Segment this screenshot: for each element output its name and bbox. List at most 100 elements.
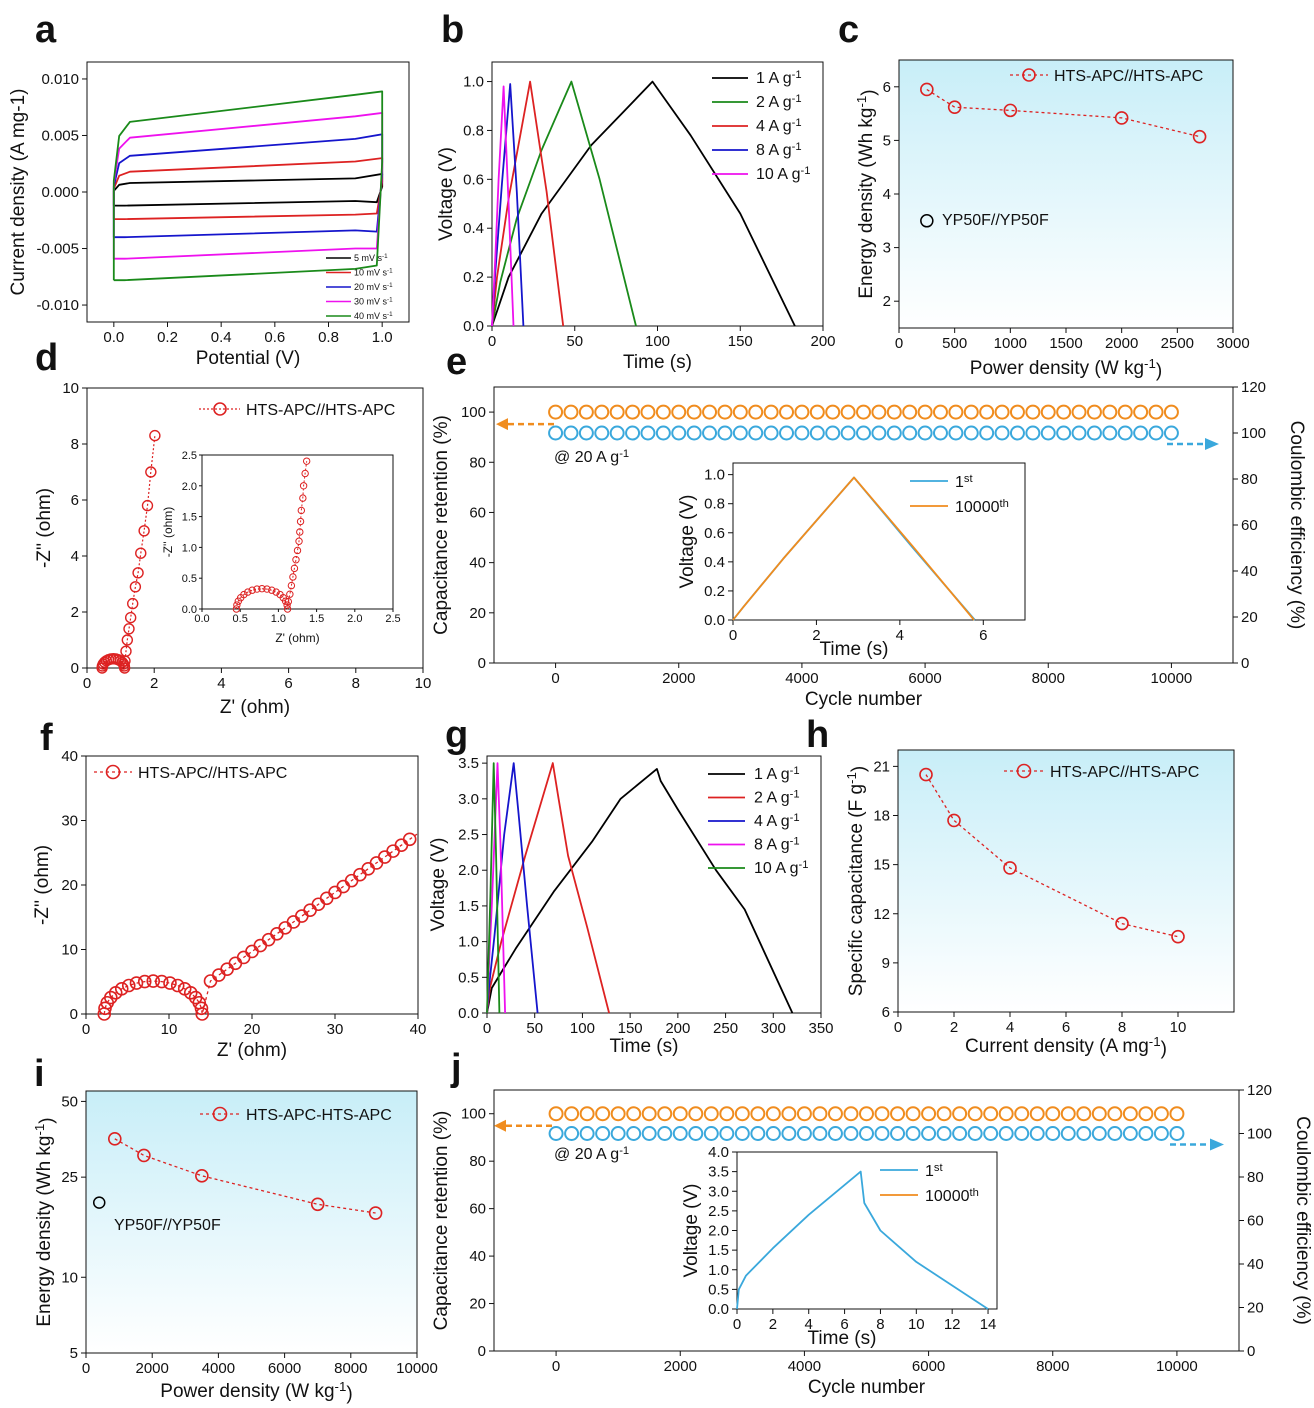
e-inset-legend-label: 1st — [955, 473, 974, 491]
j-data-point-1 — [564, 1126, 580, 1141]
panel-a: 0.0 0.2 0.4 0.6 0.8 1.0 -0.010 -0.005 0.000 0.005… — [8, 61, 410, 369]
j-data-point-1 — [1076, 1126, 1092, 1141]
d-inset-point — [297, 506, 306, 515]
j-inset-ytick-label: 3.5 — [708, 1164, 729, 1181]
a-legend-label-sup: -1 — [387, 268, 393, 275]
j-ytick-label: 0 — [478, 1343, 486, 1360]
h-data-point — [1003, 861, 1017, 875]
h-x-axis-title-tail: ) — [1161, 1039, 1167, 1060]
i-data-point — [137, 1148, 151, 1163]
e-data-point-0 — [686, 404, 702, 420]
d-inset-point — [284, 597, 293, 606]
c-data-point — [947, 100, 962, 114]
j-xtick-label: 6000 — [912, 1358, 945, 1375]
e-data-point-1 — [702, 425, 718, 441]
d-frame — [86, 387, 424, 669]
j-data-point-1 — [626, 1126, 642, 1141]
g-series-1 — [486, 762, 610, 1014]
j-data-point-1 — [952, 1126, 968, 1141]
g-y-axis-title: Voltage (V) — [428, 838, 449, 932]
i-ytick-label: 25 — [61, 1169, 78, 1186]
a-legend-label-text: 20 mV s — [354, 282, 388, 292]
j-data-point-1 — [843, 1126, 859, 1141]
panel-label-f: f — [40, 717, 53, 759]
j-data-point-0 — [626, 1106, 642, 1122]
g-legend-label-text: 2 A g — [754, 790, 790, 807]
e-data-point-1 — [1071, 425, 1087, 441]
g-x-axis-title: Time (s) — [610, 1036, 679, 1057]
e-data-point-0 — [809, 404, 825, 420]
a-legend-label-sup: -1 — [387, 297, 393, 304]
b-legend-label-text: 2 A g — [756, 94, 792, 111]
e-data-point-0 — [1086, 404, 1102, 420]
j-data-point-0 — [564, 1106, 580, 1122]
i-data-point — [195, 1169, 209, 1183]
a-x-axis-title: Potential (V) — [196, 348, 301, 369]
h-xtick-label: 2 — [950, 1019, 958, 1036]
g-legend-label: 8 A g-1 — [754, 835, 800, 853]
g-legend-label-sup: -1 — [790, 765, 800, 777]
f-data-point — [361, 862, 376, 876]
e-data-point-1 — [671, 425, 687, 441]
e-right-ytick-label: 60 — [1241, 517, 1258, 534]
e-right-ytick-label: 40 — [1241, 563, 1258, 580]
g-xtick-label: 0 — [483, 1020, 491, 1037]
d-inset-point — [299, 494, 307, 502]
d-inset-x-axis-title: Z' (ohm) — [275, 631, 319, 645]
e-ytick-label: 40 — [469, 555, 486, 572]
b-legend-label-sup: -1 — [792, 141, 802, 153]
e-data-point-1 — [886, 425, 902, 441]
d-inset-point — [248, 586, 256, 594]
i-legend-label: HTS-APC-HTS-APC — [246, 1107, 392, 1124]
f-data-point — [220, 962, 234, 976]
e-data-point-0 — [948, 404, 964, 420]
j-data-point-0 — [1091, 1106, 1107, 1122]
j-arrow-left-head — [494, 1119, 506, 1132]
e-inset-xtick-label: 2 — [812, 627, 820, 644]
j-data-point-1 — [719, 1126, 735, 1141]
e-inset-legend-label-text: 1 — [955, 474, 964, 491]
j-inset-legend-label-text: 1 — [925, 1163, 934, 1180]
b-legend-label-text: 1 A g — [756, 70, 792, 87]
j-data-point-0 — [1014, 1106, 1030, 1122]
d-inset-ytick-label: 1.0 — [182, 542, 197, 554]
f-data-point — [195, 1007, 209, 1021]
d-data-point — [141, 499, 154, 512]
c-xtick-label: 2500 — [1161, 335, 1194, 352]
a-legend-label: 5 mV s-1 — [354, 253, 388, 263]
e-annotation-text: @ 20 A g — [554, 449, 619, 466]
d-inset-ytick-label: 2.0 — [182, 481, 197, 493]
e-data-point-0 — [1117, 404, 1133, 420]
f-x-axis-title: Z' (ohm) — [217, 1040, 287, 1061]
c-x-axis-title-tail: ) — [1156, 361, 1162, 382]
e-xtick-label: 4000 — [785, 670, 818, 687]
e-inset-ytick-label: 0.0 — [704, 612, 725, 629]
f-data-point — [163, 976, 177, 990]
j-data-point-1 — [657, 1126, 673, 1141]
b-ytick-label: 0.8 — [463, 122, 484, 139]
j-ytick-label: 60 — [469, 1201, 486, 1218]
a-ytick-label: -0.005 — [36, 241, 79, 258]
j-data-point-0 — [579, 1106, 595, 1122]
b-x-axis-title: Time (s) — [623, 352, 692, 373]
e-inset-legend-label-sup: st — [964, 473, 974, 485]
b-ytick-label: 0.4 — [463, 220, 484, 237]
g-frame — [486, 755, 822, 1014]
e-data-point-0 — [779, 404, 795, 420]
c-xtick-label: 2000 — [1105, 335, 1138, 352]
e-data-point-1 — [763, 425, 779, 441]
a-legend-label: 20 mV s-1 — [354, 282, 393, 292]
e-data-point-1 — [732, 425, 748, 441]
e-x-axis-title: Cycle number — [805, 689, 923, 710]
e-data-point-1 — [963, 425, 979, 441]
j-inset-ytick-label: 1.0 — [708, 1262, 729, 1279]
e-data-point-0 — [886, 404, 902, 420]
d-data-point — [129, 581, 142, 593]
a-legend-label-text: 10 mV s — [354, 268, 388, 278]
j-right-ytick-label: 20 — [1247, 1300, 1264, 1317]
f-ytick-label: 10 — [61, 942, 78, 959]
b-series-0 — [491, 80, 796, 327]
a-series-4 — [112, 90, 384, 282]
